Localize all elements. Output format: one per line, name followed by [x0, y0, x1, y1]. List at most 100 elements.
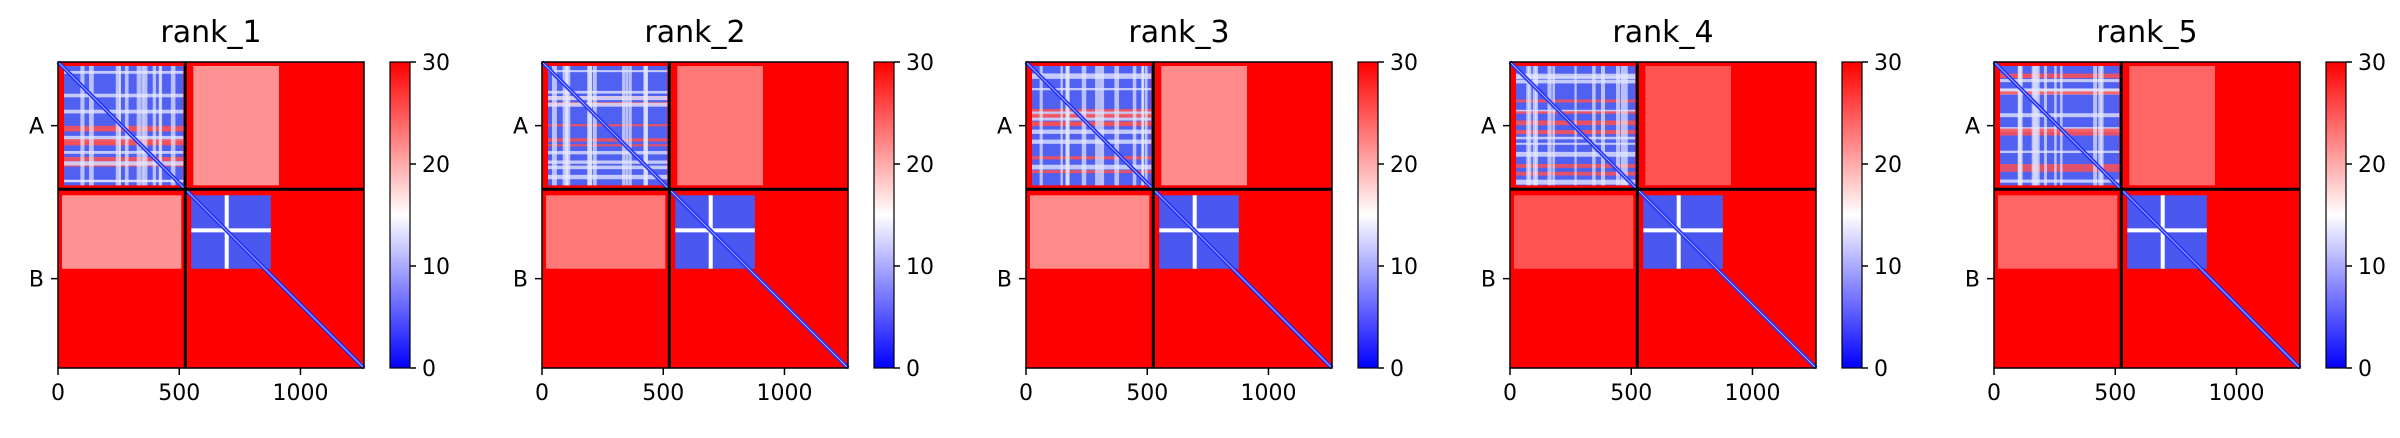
heatmap-stripe [1547, 66, 1552, 186]
heatmap-stripe [170, 66, 176, 186]
heatmap-stripe [1081, 66, 1087, 186]
colorbar-tick-label: 10 [906, 255, 934, 280]
heatmap-stripe [2100, 66, 2104, 186]
heatmap-stripe [88, 66, 94, 186]
chain-label: A [29, 115, 44, 140]
heatmap-stripe [143, 66, 148, 186]
colorbar [1357, 61, 1379, 369]
heatmap-stripe [80, 66, 85, 186]
x-tick-label: 1000 [1724, 381, 1780, 406]
colorbar-tick-label: 0 [422, 357, 436, 382]
heatmap-stripe [548, 174, 668, 180]
heatmap-stripe [2036, 66, 2040, 186]
panel-title: rank_4 [1612, 15, 1713, 50]
x-tick-label: 1000 [756, 381, 812, 406]
heatmap-stripe [628, 66, 632, 186]
heatmap-diagonal-highlight [1025, 61, 1333, 369]
colorbar-tick-label: 20 [2358, 153, 2386, 178]
heatmap-stripe [115, 66, 121, 186]
heatmap-stripe [1032, 170, 1152, 174]
chain-label: B [513, 268, 528, 293]
interchain-region-ab [1645, 66, 1731, 186]
heatmap-stripe [2018, 66, 2022, 186]
x-tick-label: 1000 [1240, 381, 1296, 406]
heatmap-stripe [562, 66, 568, 186]
colorbar-tick-label: 20 [1874, 153, 1902, 178]
chain-label: A [513, 115, 528, 140]
domain-gap [1159, 228, 1239, 233]
heatmap-stripe [548, 102, 668, 107]
heatmap-stripe [152, 66, 157, 186]
heatmap-stripe [1065, 66, 1070, 186]
heatmap-stripe [587, 66, 592, 186]
interchain-region-ab [2129, 66, 2215, 186]
interchain-region-ab [1161, 66, 1247, 186]
heatmap-stripe [548, 160, 668, 164]
heatmap-stripe [548, 95, 668, 101]
panel-rank_2: rank_2 A B 0 500 1000 0 10 20 30 [513, 15, 934, 406]
heatmap-stripe [1060, 66, 1063, 186]
heatmap-stripe [64, 93, 184, 98]
heatmap-stripe [64, 161, 184, 166]
heatmap-stripe [2093, 66, 2098, 186]
axes-frame [1025, 61, 1333, 369]
chain-label: B [997, 268, 1012, 293]
chain-label: A [997, 115, 1012, 140]
heatmap-diagonal-highlight [541, 61, 849, 369]
heatmap-stripe [1099, 66, 1105, 186]
heatmap-stripe [1032, 139, 1152, 144]
domain-gap [675, 228, 755, 233]
chain-label: B [29, 268, 44, 293]
x-tick-label: 0 [51, 381, 65, 406]
interchain-region-ba [546, 195, 666, 269]
domain-gap [1643, 228, 1723, 233]
colorbar [389, 61, 411, 369]
heatmap-stripe [1620, 66, 1626, 186]
x-tick-label: 0 [1987, 381, 2001, 406]
heatmap-stripe [1032, 164, 1152, 170]
axes-frame [1509, 61, 1817, 369]
colorbar-tick-label: 30 [906, 51, 934, 76]
domain-gap [2127, 228, 2207, 233]
heatmap-stripe [1095, 66, 1099, 186]
domain-gap [191, 228, 271, 233]
x-tick-label: 500 [642, 381, 684, 406]
heatmap-stripe [548, 151, 668, 155]
heatmap-stripe [548, 165, 668, 170]
colorbar-tick-label: 30 [2358, 51, 2386, 76]
heatmap-stripe [1032, 111, 1152, 116]
heatmap-stripe [64, 150, 184, 154]
heatmap-stripe [1032, 73, 1152, 76]
chain-label: B [1481, 268, 1496, 293]
heatmap-stripe [1032, 113, 1152, 118]
axes-frame [1993, 61, 2301, 369]
colorbar-tick-label: 0 [1390, 357, 1404, 382]
axes-frame [57, 61, 365, 369]
chain-label: A [1481, 115, 1496, 140]
heatmap-stripe [2000, 179, 2120, 183]
colorbar-tick-label: 30 [1390, 51, 1418, 76]
heatmap-stripe [548, 138, 668, 142]
heatmap-stripe [1032, 117, 1152, 121]
heatmap-diagonal-highlight [1993, 61, 2301, 369]
heatmap-stripe [1528, 66, 1532, 186]
x-tick-label: 500 [158, 381, 200, 406]
heatmap-stripe [1532, 66, 1537, 186]
panel-rank_4: rank_4 A B 0 500 1000 0 10 20 30 [1481, 15, 1902, 406]
heatmap-stripe [2044, 66, 2047, 186]
heatmap-stripe [548, 144, 668, 147]
heatmap-stripe [1039, 66, 1043, 186]
heatmap-stripe [136, 66, 142, 186]
heatmap-stripe [1141, 66, 1144, 186]
heatmap-stripe [1592, 66, 1596, 186]
interchain-region-ba [1030, 195, 1150, 269]
x-tick-label: 0 [1503, 381, 1517, 406]
colorbar-tick-label: 30 [422, 51, 450, 76]
heatmap-stripe [64, 179, 184, 183]
x-tick-label: 1000 [2208, 381, 2264, 406]
heatmap-stripe [159, 66, 163, 186]
colorbar-tick-label: 10 [1390, 255, 1418, 280]
heatmap-stripe [2031, 66, 2036, 186]
heatmap-stripe [1535, 66, 1538, 186]
